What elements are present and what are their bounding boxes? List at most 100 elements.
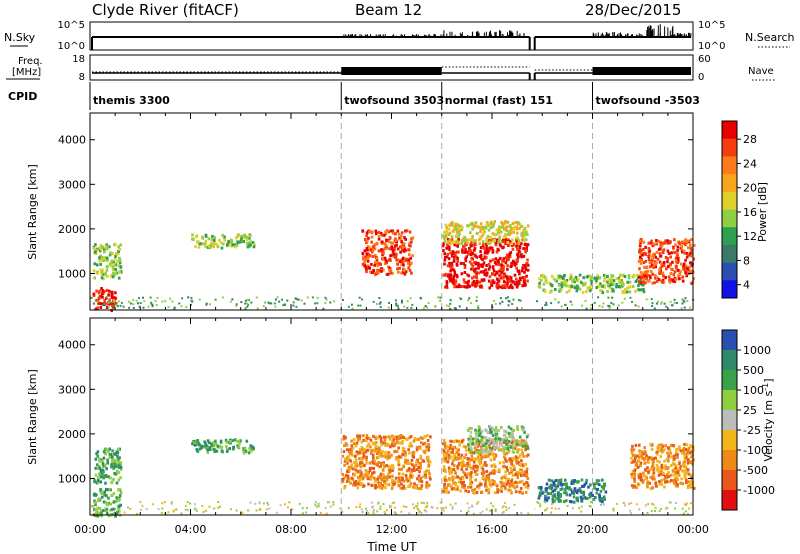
vel-data-cell (560, 483, 563, 487)
vel-data-cell (374, 446, 377, 450)
power-data-cell (455, 285, 459, 289)
vel-data-cell (461, 476, 465, 480)
vel-data-cell (677, 467, 680, 471)
vel-data-cell (447, 445, 451, 449)
power-data-cell (689, 261, 693, 265)
vel-data-cell (409, 471, 413, 475)
power-ground-scatter-cell (411, 303, 414, 306)
power-data-cell (96, 263, 99, 267)
power-ground-scatter-cell (379, 301, 382, 304)
power-ground-scatter-cell (178, 302, 181, 305)
vel-data-cell (368, 461, 372, 465)
power-data-cell (684, 243, 687, 247)
power-data-cell (101, 268, 104, 272)
vel-data-cell (406, 479, 410, 483)
power-data-cell (466, 273, 469, 277)
power-ground-scatter-cell (281, 298, 283, 301)
vel-data-cell (559, 481, 562, 485)
vel-data-cell (380, 461, 383, 465)
power-data-cell (515, 258, 519, 262)
power-ground-scatter-cell (120, 301, 123, 304)
vel-data-cell (374, 486, 377, 490)
power-data-cell (479, 285, 482, 289)
vel-ground-scatter-cell (647, 503, 650, 506)
power-colorbar-tick-label: 8 (743, 254, 750, 267)
vel-data-cell (472, 451, 476, 455)
power-data-cell (487, 267, 491, 271)
vel-ground-scatter-cell (502, 505, 505, 508)
vel-data-cell (420, 480, 424, 484)
power-ground-scatter-cell (107, 301, 110, 304)
vel-data-cell (465, 475, 469, 479)
power-data-cell (686, 239, 690, 243)
vel-data-cell (478, 483, 482, 487)
vel-data-cell (113, 500, 117, 504)
vel-data-cell (499, 438, 502, 441)
power-ground-scatter-cell (505, 297, 508, 300)
power-ground-scatter-cell (135, 299, 138, 302)
power-data-cell (454, 253, 457, 257)
vel-data-cell (387, 472, 390, 476)
vel-data-cell (482, 436, 485, 439)
power-ground-scatter-cell (268, 302, 271, 305)
vel-data-cell (601, 485, 605, 489)
power-data-cell (523, 282, 527, 286)
power-data-cell (680, 245, 683, 248)
vel-data-cell (504, 439, 507, 443)
power-data-cell (506, 267, 509, 271)
vel-data-cell (489, 429, 492, 433)
power-data-cell (578, 287, 582, 291)
power-ground-scatter-cell (198, 298, 201, 301)
power-data-cell (236, 235, 239, 239)
power-data-cell (687, 253, 690, 257)
vel-data-cell (379, 464, 382, 468)
power-data-cell (627, 273, 631, 277)
power-data-cell (479, 270, 483, 274)
vel-colorbar-tick-label: 500 (743, 364, 764, 377)
power-data-cell (483, 251, 487, 255)
vel-ground-scatter-cell (388, 504, 391, 507)
vel-data-cell (478, 440, 481, 444)
power-data-cell (95, 248, 98, 252)
power-ground-scatter-cell (475, 296, 478, 299)
power-data-cell (388, 247, 391, 251)
power-data-cell (397, 232, 401, 236)
power-data-cell (485, 240, 488, 243)
power-data-cell (442, 234, 445, 238)
vel-data-cell (511, 431, 514, 434)
vel-ground-scatter-cell (319, 511, 322, 514)
vel-data-cell (466, 464, 469, 468)
power-data-cell (520, 233, 524, 237)
vel-data-cell (407, 485, 410, 488)
vel-data-cell (391, 474, 394, 478)
vel-ground-scatter-cell (217, 506, 220, 509)
power-ground-scatter-cell (167, 306, 170, 308)
vel-ground-scatter-cell (624, 504, 626, 507)
power-data-cell (482, 278, 486, 282)
power-data-cell (102, 259, 106, 262)
power-data-cell (654, 255, 657, 259)
vel-data-cell (519, 440, 523, 444)
power-data-cell (243, 236, 247, 240)
vel-data-cell (449, 451, 453, 454)
power-data-cell (639, 258, 642, 262)
power-ground-scatter-cell (329, 301, 332, 304)
power-colorbar-swatch (722, 244, 737, 263)
vel-data-cell (393, 479, 396, 483)
vel-data-cell (378, 446, 381, 450)
vel-data-cell (471, 488, 474, 492)
power-data-cell (384, 262, 387, 266)
vel-data-cell (104, 463, 107, 467)
freq-label-1: Freq. (18, 56, 43, 67)
power-ground-scatter-cell (508, 300, 511, 303)
power-data-cell (507, 243, 510, 247)
power-data-cell (639, 276, 643, 280)
vel-ground-scatter-cell (550, 511, 553, 514)
vel-data-cell (508, 484, 511, 488)
vel-data-cell (400, 482, 403, 486)
power-colorbar-tick-label: 4 (743, 279, 750, 292)
vel-data-cell (630, 473, 634, 476)
power-ground-scatter-cell (231, 298, 234, 301)
power-data-cell (467, 274, 471, 278)
